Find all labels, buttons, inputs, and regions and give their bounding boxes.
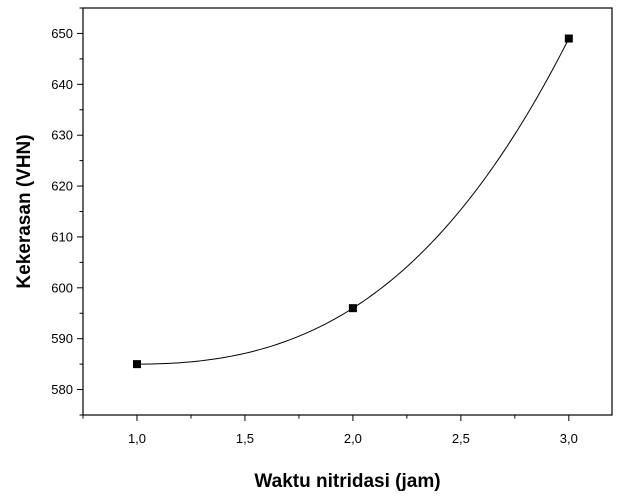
x-tick-label: 1,5: [236, 431, 254, 446]
plot-frame: [82, 7, 613, 416]
y-tick-label: 620: [51, 179, 73, 194]
x-axis-ticks: 1,0 1,5 2,0 2,5 3,0: [82, 415, 578, 446]
x-tick-label: 1,0: [128, 431, 146, 446]
data-point: [132, 360, 141, 369]
plot-border: [82, 7, 613, 416]
y-tick-label: 630: [51, 128, 73, 143]
data-markers: [132, 34, 573, 369]
y-tick-label: 580: [51, 382, 73, 397]
x-tick-label: 2,5: [452, 431, 470, 446]
fit-curve: [136, 38, 570, 365]
x-axis-title: Waktu nitridasi (jam): [254, 471, 440, 492]
y-axis-ticks: 580 590 600 610 620 630 640 650: [51, 7, 83, 416]
y-tick-label: 600: [51, 280, 73, 295]
y-tick-label: 590: [51, 331, 73, 346]
fit-curve-layer: [136, 38, 570, 365]
y-axis-title: Kekerasan (VHN): [14, 134, 35, 288]
y-tick-label: 640: [51, 77, 73, 92]
data-point: [348, 304, 357, 313]
data-point: [564, 34, 573, 43]
x-tick-label: 2,0: [344, 431, 362, 446]
y-tick-label: 610: [51, 229, 73, 244]
x-tick-label: 3,0: [560, 431, 578, 446]
y-tick-label: 650: [51, 26, 73, 41]
